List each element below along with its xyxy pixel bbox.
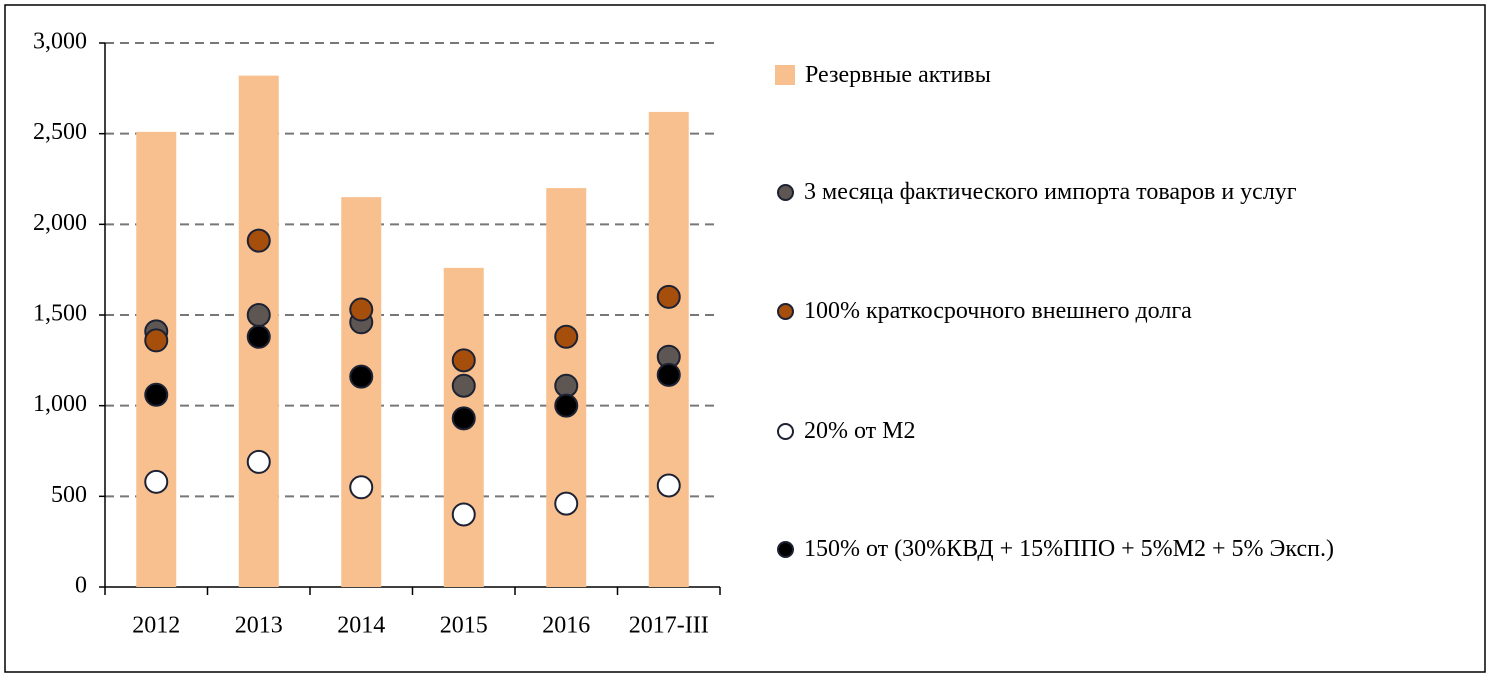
legend-label: 100% краткосрочного внешнего долга: [804, 298, 1192, 324]
x-tick-label: 2017-III: [629, 613, 709, 639]
dot: [144, 328, 169, 353]
dot: [246, 303, 271, 327]
legend-item: 100% краткосрочного внешнего долга: [775, 296, 1415, 326]
x-tick-label: 2016: [542, 613, 590, 639]
dot: [349, 475, 374, 500]
frame: [4, 4, 1486, 673]
dot: [554, 324, 579, 349]
legend-swatch: [775, 65, 795, 85]
bar: [341, 197, 382, 587]
dot: [349, 297, 374, 322]
legend-item: 150% от (30%КВД + 15%ППО + 5%М2 + 5% Экс…: [775, 534, 1415, 564]
dot: [554, 393, 579, 418]
y-tick-label: 2,000: [33, 210, 87, 236]
dot: [144, 382, 169, 407]
dot: [246, 449, 271, 474]
y-tick-label: 1,500: [33, 301, 87, 327]
legend-item: 20% от М2: [775, 416, 1415, 446]
x-tick-label: 2014: [337, 613, 385, 639]
legend-label: 20% от М2: [804, 418, 916, 444]
dot: [554, 373, 579, 398]
dot: [554, 491, 579, 516]
x-tick-label: 2015: [440, 613, 488, 639]
x-tick-label: 2012: [132, 613, 180, 639]
dot: [246, 228, 271, 253]
y-tick-label: 500: [51, 482, 87, 508]
bar: [136, 131, 177, 587]
dot: [451, 373, 476, 398]
dot: [451, 502, 476, 527]
y-tick-label: 0: [75, 573, 87, 599]
dot: [349, 364, 374, 389]
legend-swatch: [777, 423, 794, 440]
legend-item: 3 месяца фактического импорта товаров и …: [775, 177, 1415, 207]
legend-swatch: [777, 541, 794, 558]
dot: [144, 469, 169, 494]
legend-item: Резервные активы: [775, 60, 1415, 90]
dot: [451, 406, 476, 431]
legend-swatch: [777, 184, 794, 201]
dot: [246, 324, 271, 349]
dot: [451, 348, 476, 373]
dot: [656, 473, 681, 498]
x-tick-label: 2013: [235, 613, 283, 639]
dot: [656, 362, 681, 387]
y-tick-label: 2,500: [33, 119, 87, 145]
legend-swatch: [777, 303, 794, 320]
legend-label: 3 месяца фактического импорта товаров и …: [804, 179, 1297, 205]
legend-label: 150% от (30%КВД + 15%ППО + 5%М2 + 5% Экс…: [804, 536, 1334, 562]
y-tick-label: 3,000: [33, 29, 87, 55]
y-tick-label: 1,000: [33, 391, 87, 417]
dot: [656, 284, 681, 309]
legend-label: Резервные активы: [805, 62, 991, 88]
